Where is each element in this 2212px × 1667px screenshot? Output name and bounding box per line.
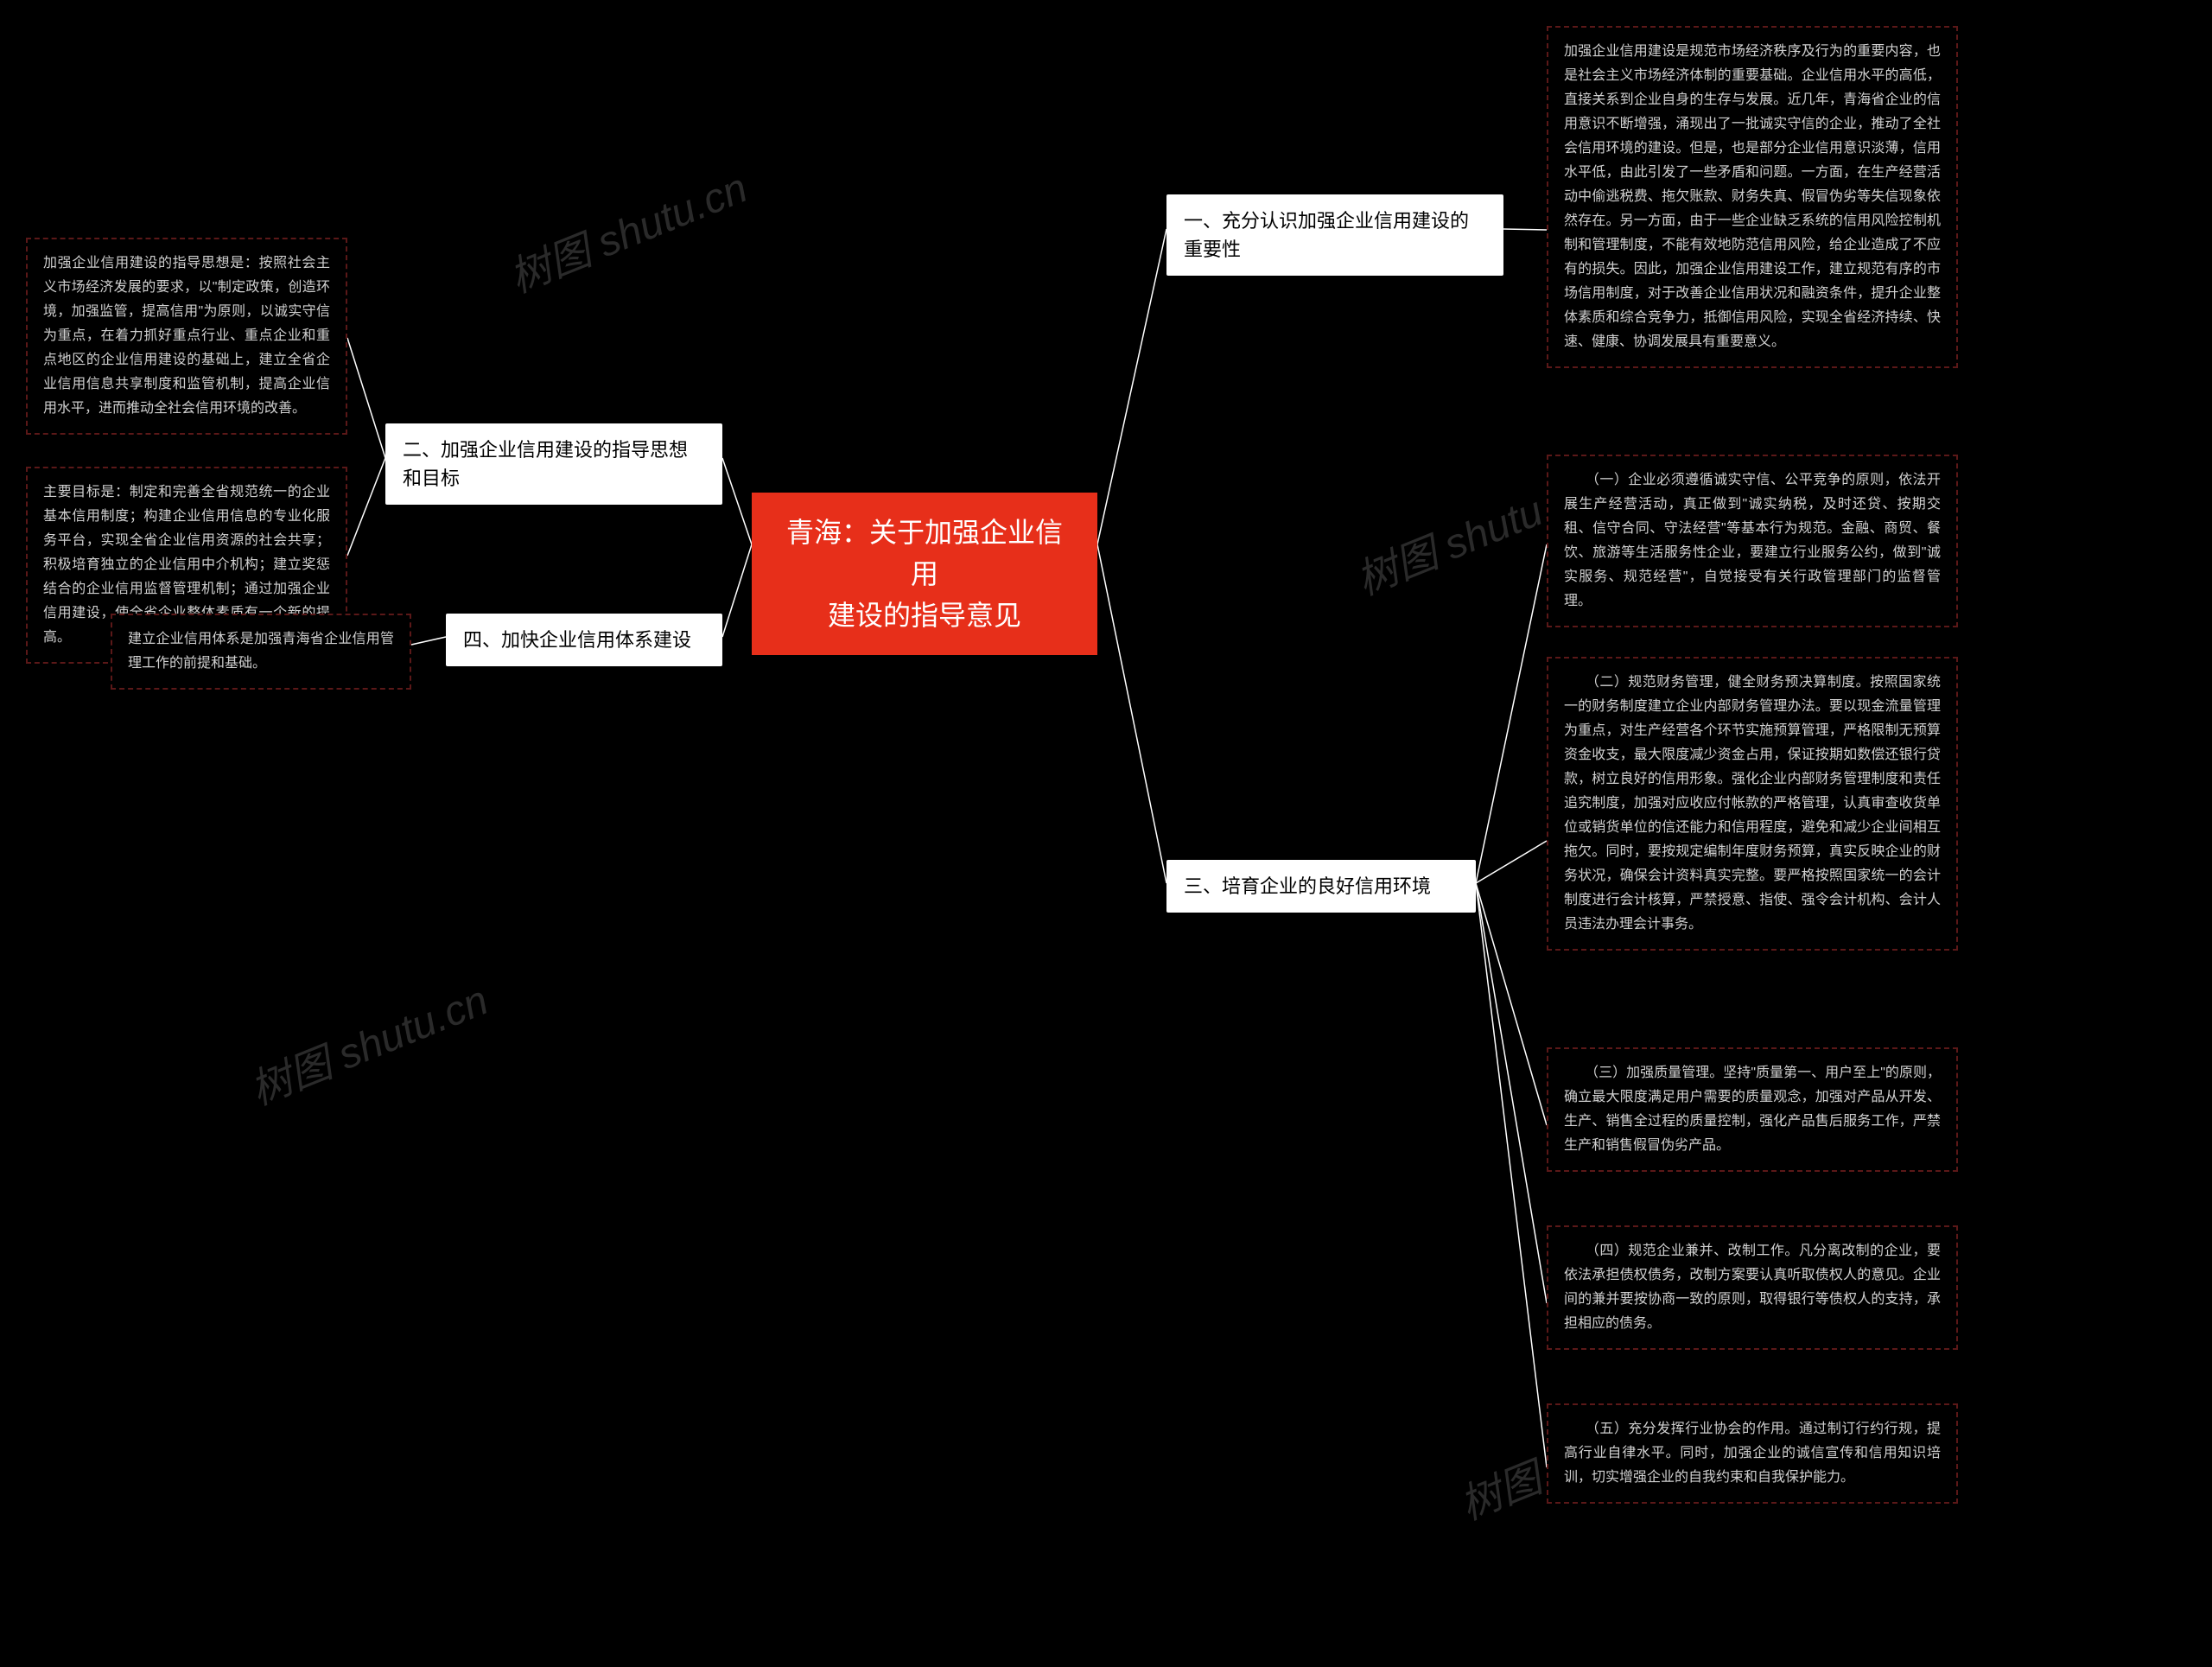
- leaf-node[interactable]: （四）规范企业兼并、改制工作。凡分离改制的企业，要依法承担债权债务，改制方案要认…: [1547, 1225, 1958, 1350]
- leaf-node[interactable]: （二）规范财务管理，健全财务预决算制度。按照国家统一的财务制度建立企业内部财务管…: [1547, 657, 1958, 951]
- section-node[interactable]: 三、培育企业的良好信用环境: [1166, 860, 1476, 913]
- leaf-node[interactable]: （一）企业必须遵循诚实守信、公平竞争的原则，依法开展生产经营活动，真正做到"诚实…: [1547, 455, 1958, 627]
- mindmap-canvas: 树图 shutu.cn 树图 shutu.cn 树图 shutu.cn 树图 s…: [0, 0, 2212, 1667]
- leaf-node[interactable]: （三）加强质量管理。坚持"质量第一、用户至上"的原则，确立最大限度满足用户需要的…: [1547, 1047, 1958, 1172]
- section-node[interactable]: 一、充分认识加强企业信用建设的 重要性: [1166, 194, 1503, 276]
- leaf-node[interactable]: 建立企业信用体系是加强青海省企业信用管理工作的前提和基础。: [111, 614, 411, 690]
- watermark: 树图 shutu.cn: [239, 966, 495, 1117]
- section-node[interactable]: 四、加快企业信用体系建设: [446, 614, 722, 666]
- center-node[interactable]: 青海：关于加强企业信用 建设的指导意见: [752, 493, 1097, 655]
- leaf-node[interactable]: 加强企业信用建设的指导思想是：按照社会主义市场经济发展的要求，以"制定政策，创造…: [26, 238, 347, 435]
- watermark: 树图 shutu.cn: [499, 154, 754, 304]
- leaf-node[interactable]: （五）充分发挥行业协会的作用。通过制订行约行规，提高行业自律水平。同时，加强企业…: [1547, 1403, 1958, 1504]
- leaf-node[interactable]: 加强企业信用建设是规范市场经济秩序及行为的重要内容，也是社会主义市场经济体制的重…: [1547, 26, 1958, 368]
- section-node[interactable]: 二、加强企业信用建设的指导思想 和目标: [385, 423, 722, 505]
